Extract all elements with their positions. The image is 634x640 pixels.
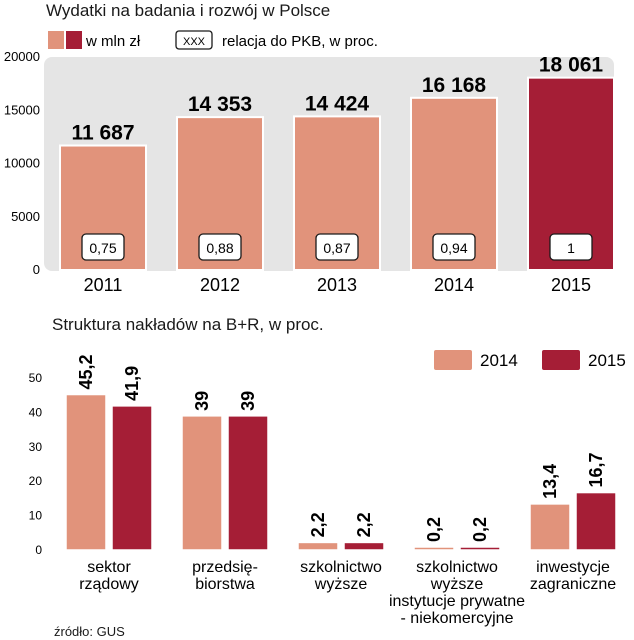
chart1-xtick-label: 2012 bbox=[200, 275, 240, 295]
chart1-gdp-label: 1 bbox=[567, 240, 575, 256]
legend-swatch-light bbox=[48, 31, 64, 49]
chart2-y-axis: 0 10 20 30 40 50 bbox=[29, 371, 43, 557]
chart2-value-label: 39 bbox=[192, 391, 212, 411]
legend-2015-label: 2015 bbox=[588, 351, 626, 370]
chart2-value-label: 2,2 bbox=[354, 512, 374, 537]
chart2-value-label: 45,2 bbox=[76, 354, 96, 389]
chart1-gdp-box bbox=[549, 233, 593, 261]
chart2-category-label: szkolnictwo bbox=[416, 559, 498, 576]
chart2-ytick-label: 10 bbox=[29, 509, 43, 523]
chart2-bar-2015 bbox=[111, 405, 153, 551]
chart1-xtick-label: 2011 bbox=[84, 275, 123, 295]
chart2-category-label: instytucje prywatne bbox=[389, 593, 525, 610]
chart2-bar-2015 bbox=[343, 541, 385, 551]
chart2-value-label: 2,2 bbox=[308, 512, 328, 537]
chart2-category-label: wyższe bbox=[314, 576, 368, 593]
chart2-value-label: 41,9 bbox=[122, 366, 142, 401]
legend-2014-label: 2014 bbox=[480, 351, 518, 370]
chart1-legend: w mln zł XXX relacja do PKB, w proc. bbox=[48, 30, 378, 50]
chart1-title: Wydatki na badania i rozwój w Polsce bbox=[46, 1, 330, 20]
chart2-bar-2014 bbox=[529, 503, 571, 551]
legend-mln-label: w mln zł bbox=[85, 33, 141, 50]
chart1-gdp-box bbox=[198, 233, 242, 261]
chart2-legend: 2014 2015 bbox=[434, 350, 626, 370]
chart2-ytick-label: 30 bbox=[29, 440, 43, 454]
chart1-ytick-label: 10000 bbox=[4, 156, 40, 171]
chart2-bar-2015 bbox=[227, 415, 269, 551]
chart2-category-label: biorstwa bbox=[195, 576, 255, 593]
source-note: źródło: GUS bbox=[54, 624, 125, 639]
chart1-y-axis: 0 5000 10000 15000 20000 bbox=[4, 49, 40, 277]
chart2-bar-2015 bbox=[575, 491, 617, 551]
legend-ratio-box-label: XXX bbox=[183, 36, 206, 48]
legend-ratio-desc: relacja do PKB, w proc. bbox=[222, 33, 378, 50]
chart1-ytick-label: 5000 bbox=[11, 209, 40, 224]
chart1-gdp-label: 0,94 bbox=[440, 240, 467, 256]
chart1-value-label: 16 168 bbox=[422, 74, 487, 97]
chart2-ytick-label: 50 bbox=[29, 371, 43, 385]
chart1-value-label: 14 353 bbox=[188, 93, 252, 116]
chart1-gdp-label: 0,87 bbox=[323, 240, 350, 256]
chart1-bar-2013 bbox=[293, 115, 381, 271]
chart2-value-label: 0,2 bbox=[424, 517, 444, 542]
chart1-xtick-label: 2015 bbox=[551, 275, 591, 295]
chart2-category-label: inwestycje bbox=[536, 559, 610, 576]
legend-2015-swatch bbox=[542, 350, 580, 370]
chart2-category-label: szkolnictwo bbox=[300, 559, 382, 576]
chart2-category-label: - niekomercyjne bbox=[401, 610, 514, 627]
chart1-gdp-box bbox=[315, 233, 359, 261]
chart1-xtick-label: 2014 bbox=[434, 275, 474, 295]
chart2-value-label: 13,4 bbox=[540, 464, 560, 499]
chart1-value-label: 18 061 bbox=[539, 54, 604, 77]
chart1-x-axis: 2011 2012 2013 2014 2015 bbox=[84, 275, 591, 295]
chart1-gdp-box bbox=[432, 233, 476, 261]
chart2-bar-2014 bbox=[65, 393, 107, 551]
chart1-gdp-box bbox=[81, 233, 125, 261]
chart1-value-label: 14 424 bbox=[305, 92, 370, 115]
chart2-bar-2014 bbox=[413, 546, 455, 551]
chart2-value-label: 0,2 bbox=[470, 517, 490, 542]
chart2-ytick-label: 0 bbox=[35, 543, 42, 557]
chart1-xtick-label: 2013 bbox=[317, 275, 357, 295]
chart2-category-label: rządowy bbox=[79, 576, 139, 593]
chart2-bars: 45,2 41,9 39 39 2,2 2,2 0,2 0,2 13,4 16,7 bbox=[65, 354, 617, 551]
chart2-category-label: wyższe bbox=[430, 576, 484, 593]
chart1-gdp-label: 0,75 bbox=[89, 240, 116, 256]
legend-2014-swatch bbox=[434, 350, 472, 370]
chart2-title: Struktura nakładów na B+R, w proc. bbox=[52, 315, 324, 334]
chart1-bar-2014 bbox=[410, 96, 498, 271]
chart1-ytick-label: 0 bbox=[33, 262, 40, 277]
chart2-bar-2015 bbox=[459, 546, 501, 551]
chart2-value-label: 16,7 bbox=[586, 453, 606, 488]
chart1-ytick-label: 20000 bbox=[4, 49, 40, 64]
chart2-ytick-label: 20 bbox=[29, 474, 43, 488]
legend-swatch-dark bbox=[66, 31, 82, 49]
chart2-bar-2014 bbox=[297, 541, 339, 551]
chart2-category-label: przedsię- bbox=[192, 559, 258, 576]
chart1-gdp-label: 0,88 bbox=[206, 240, 233, 256]
chart2-ytick-label: 40 bbox=[29, 405, 43, 419]
chart2-bar-2014 bbox=[181, 415, 223, 551]
chart1-ytick-label: 15000 bbox=[4, 102, 40, 117]
legend-ratio-box bbox=[175, 30, 213, 50]
chart2-category-label: sektor bbox=[87, 559, 131, 576]
chart1-value-label: 11 687 bbox=[71, 122, 134, 145]
chart2-category-label: zagraniczne bbox=[530, 576, 616, 593]
chart1-bars: 11 687 0,75 14 353 0,88 14 424 0,87 16 168 0,94… bbox=[59, 54, 615, 272]
chart2-value-label: 39 bbox=[238, 391, 258, 411]
